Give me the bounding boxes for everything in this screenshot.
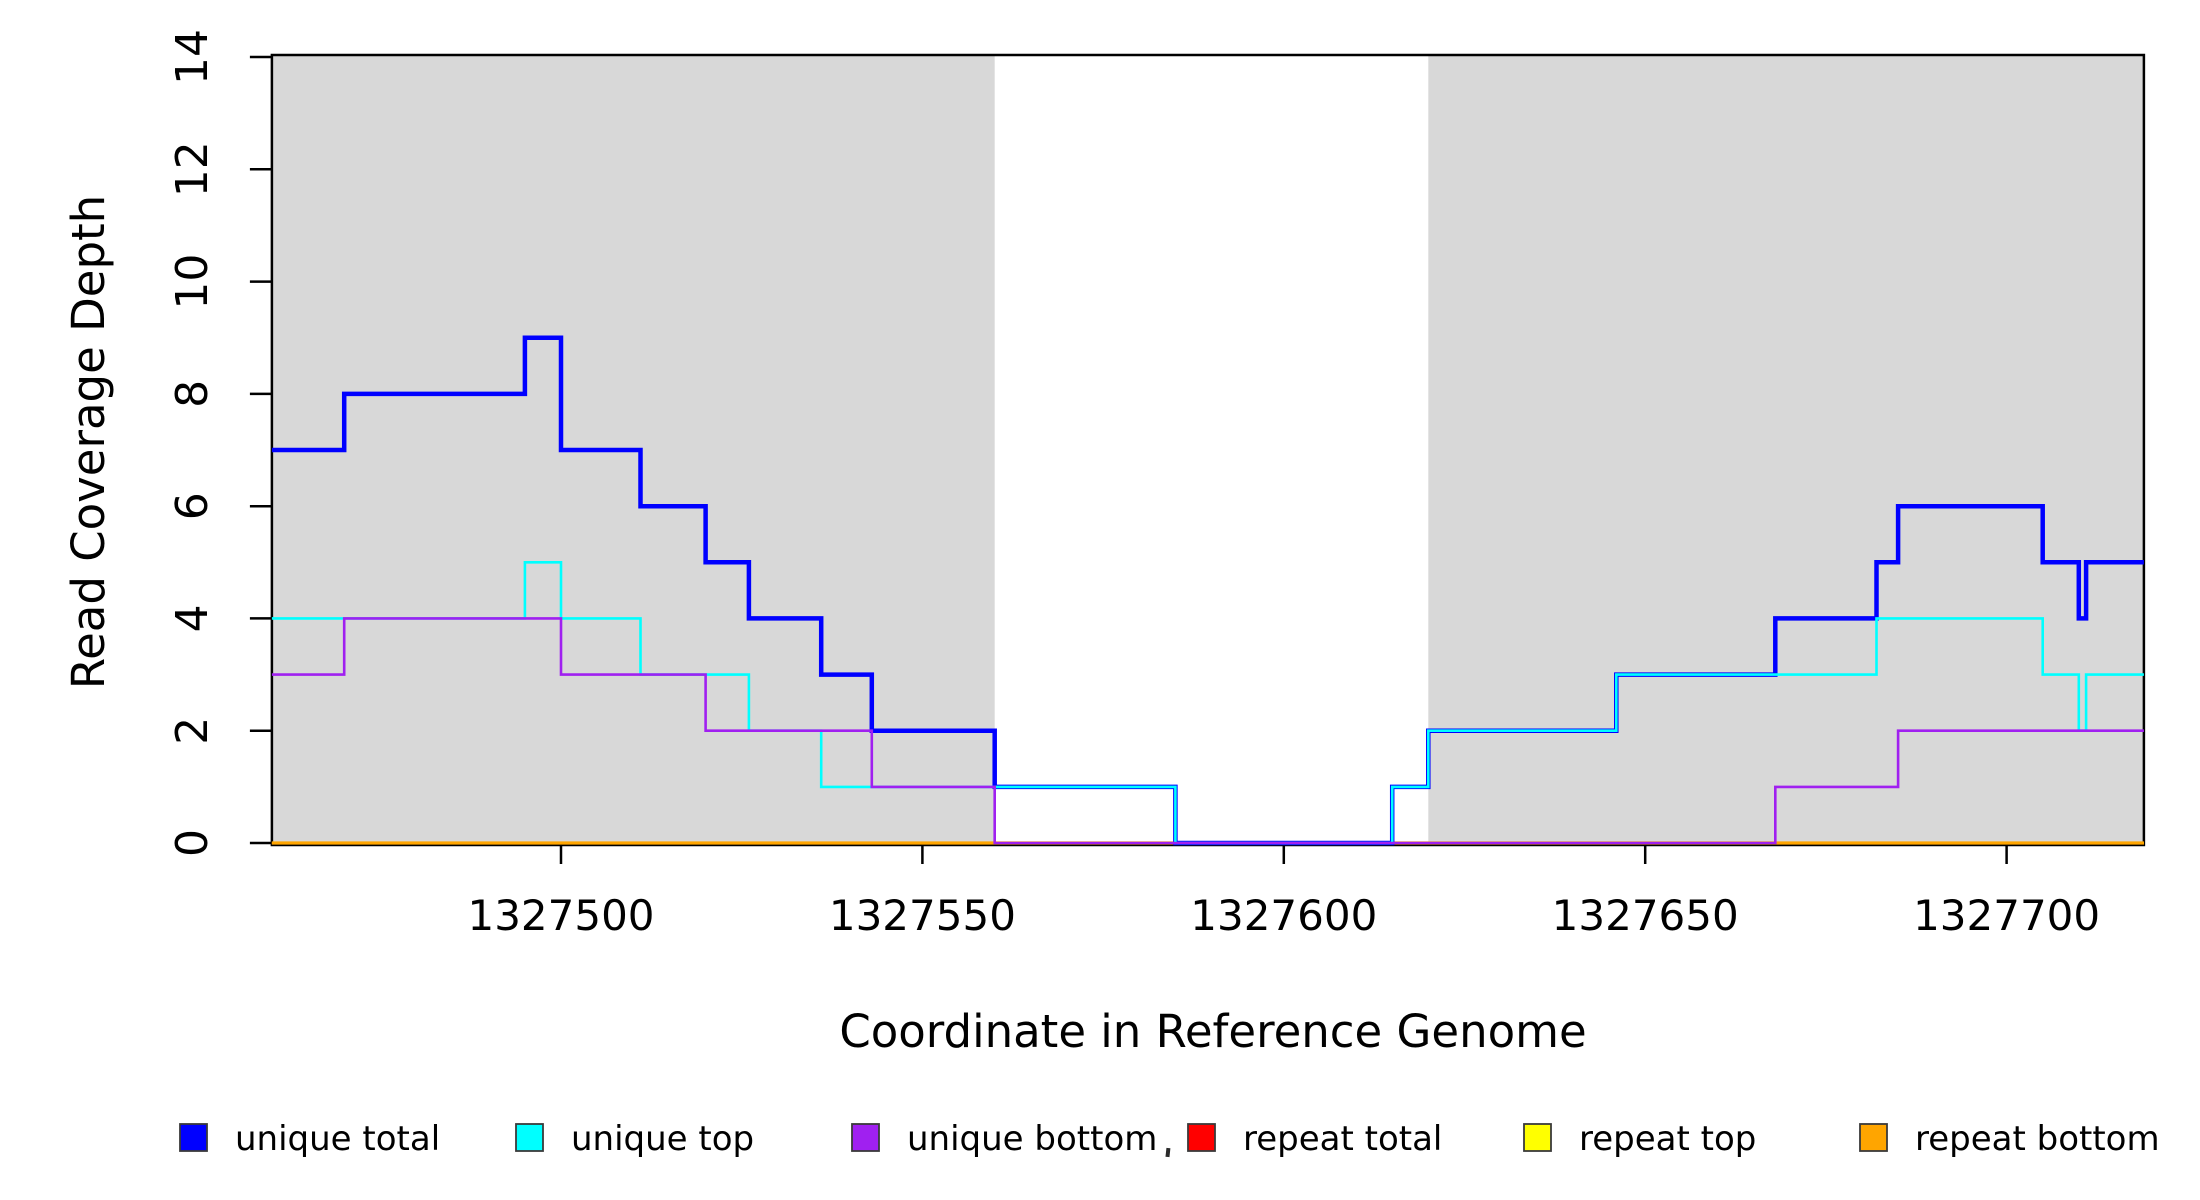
x-axis-tick-label: 1327600 bbox=[1190, 891, 1377, 940]
legend-item-repeat-bottom: repeat bottom bbox=[1859, 1119, 2160, 1159]
legend-item-repeat-top: repeat top bbox=[1523, 1119, 1756, 1159]
legend-swatch bbox=[1187, 1123, 1216, 1152]
x-axis-tick-label: 1327650 bbox=[1552, 891, 1739, 940]
legend-swatch bbox=[1859, 1123, 1888, 1152]
legend-label: repeat bottom bbox=[1915, 1119, 2160, 1159]
legend-swatch bbox=[515, 1123, 544, 1152]
legend-swatch bbox=[179, 1123, 208, 1152]
y-axis-tick-label: 14 bbox=[167, 29, 218, 85]
legend-label: repeat total bbox=[1243, 1119, 1442, 1159]
legend-item-unique-total: unique total bbox=[179, 1119, 440, 1159]
y-axis-tick-label: 8 bbox=[167, 380, 218, 408]
y-axis-tick-label: 12 bbox=[167, 141, 218, 197]
legend-label: repeat top bbox=[1579, 1119, 1756, 1159]
legend-item-unique-bottom: unique bottom bbox=[851, 1119, 1157, 1159]
shaded-region bbox=[1428, 55, 2144, 844]
y-axis-tick-label: 2 bbox=[167, 717, 218, 745]
series-unique-top bbox=[271, 561, 2144, 845]
legend-label: unique top bbox=[571, 1119, 754, 1159]
y-axis-tick-label: 6 bbox=[167, 492, 218, 520]
legend-swatch bbox=[851, 1123, 880, 1152]
legend-label: unique total bbox=[235, 1119, 440, 1159]
plot-area: 1327500 1327550 1327600 1327650 1327700 0 2 4 6 8… bbox=[167, 29, 2146, 940]
stray-artifact-mark bbox=[1165, 1147, 1171, 1158]
y-axis-title: Read Coverage Depth bbox=[62, 195, 115, 689]
x-axis-tick-label: 1327550 bbox=[829, 891, 1016, 940]
legend-swatch bbox=[1523, 1123, 1552, 1152]
x-axis-title: Coordinate in Reference Genome bbox=[839, 1005, 1586, 1058]
legend-item-repeat-total: repeat total bbox=[1187, 1119, 1442, 1159]
x-axis-tick-label: 1327700 bbox=[1913, 891, 2100, 940]
legend-label: unique bottom bbox=[907, 1119, 1157, 1159]
y-axis-tick-label: 10 bbox=[167, 254, 218, 310]
x-axis-tick-label: 1327500 bbox=[467, 891, 654, 940]
y-axis-tick-label: 0 bbox=[167, 829, 218, 857]
y-axis-tick-label: 4 bbox=[167, 604, 218, 632]
legend: unique total unique top unique bottom repea… bbox=[179, 1119, 2160, 1159]
series-unique-bottom bbox=[271, 617, 2144, 845]
legend-item-unique-top: unique top bbox=[515, 1119, 754, 1159]
